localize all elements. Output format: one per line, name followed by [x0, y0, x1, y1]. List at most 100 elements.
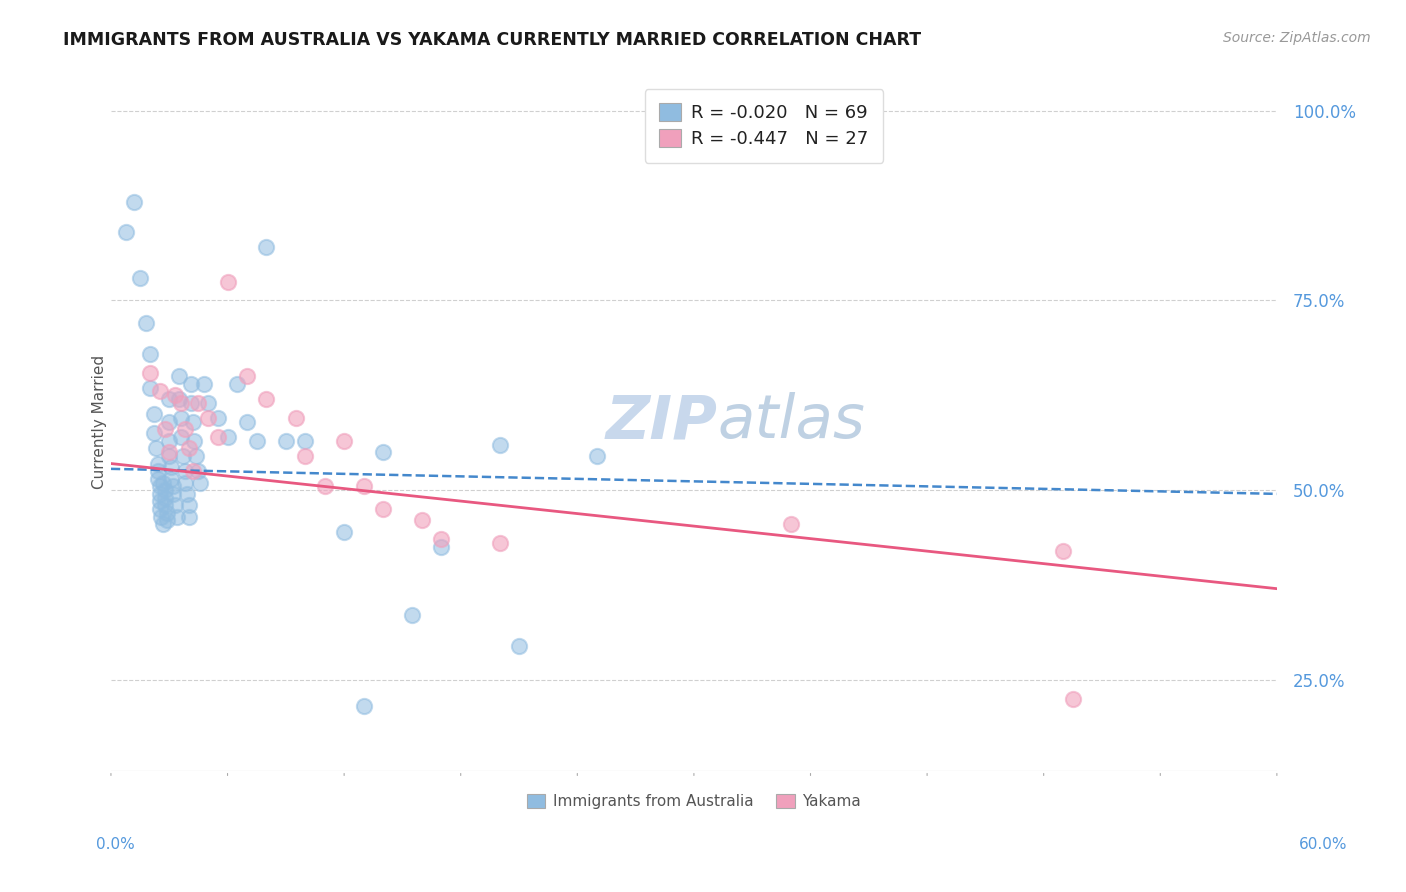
Point — [181, 464, 204, 478]
Point — [183, 434, 205, 448]
Point — [162, 487, 184, 501]
Point — [488, 437, 510, 451]
Point — [207, 411, 229, 425]
Point — [180, 376, 202, 391]
Text: ZIP: ZIP — [606, 392, 717, 451]
Point — [156, 513, 179, 527]
Point — [160, 460, 183, 475]
Point — [155, 498, 177, 512]
Point — [217, 275, 239, 289]
Point — [145, 442, 167, 456]
Point — [181, 415, 204, 429]
Point — [157, 434, 180, 448]
Point — [246, 434, 269, 448]
Point — [180, 396, 202, 410]
Point — [217, 430, 239, 444]
Point — [333, 434, 356, 448]
Point — [148, 494, 170, 508]
Point — [146, 457, 169, 471]
Text: atlas: atlas — [717, 392, 865, 451]
Point — [157, 392, 180, 406]
Point — [155, 483, 177, 497]
Point — [353, 699, 375, 714]
Legend: Immigrants from Australia, Yakama: Immigrants from Australia, Yakama — [520, 788, 868, 815]
Point — [146, 464, 169, 478]
Point — [177, 509, 200, 524]
Point — [274, 434, 297, 448]
Point — [780, 517, 803, 532]
Point — [177, 442, 200, 456]
Point — [148, 487, 170, 501]
Point — [165, 388, 187, 402]
Point — [170, 430, 193, 444]
Point — [226, 376, 249, 391]
Point — [207, 430, 229, 444]
Point — [585, 449, 607, 463]
Point — [156, 506, 179, 520]
Point — [157, 445, 180, 459]
Point — [236, 369, 259, 384]
Point — [188, 475, 211, 490]
Point — [129, 270, 152, 285]
Point — [166, 509, 188, 524]
Point — [152, 475, 174, 490]
Point — [186, 449, 208, 463]
Point — [1052, 543, 1074, 558]
Point — [115, 225, 138, 239]
Point — [401, 608, 423, 623]
Point — [236, 415, 259, 429]
Text: 60.0%: 60.0% — [1299, 838, 1347, 852]
Point — [167, 392, 190, 406]
Point — [150, 509, 173, 524]
Point — [148, 502, 170, 516]
Point — [139, 366, 162, 380]
Point — [488, 536, 510, 550]
Point — [430, 540, 453, 554]
Point — [508, 639, 530, 653]
Point — [157, 415, 180, 429]
Point — [142, 426, 165, 441]
Point — [142, 407, 165, 421]
Point — [135, 316, 157, 330]
Point — [197, 396, 219, 410]
Point — [173, 422, 195, 436]
Point — [152, 517, 174, 532]
Point — [284, 411, 307, 425]
Point — [1062, 691, 1084, 706]
Point — [314, 479, 336, 493]
Text: 0.0%: 0.0% — [96, 838, 135, 852]
Text: IMMIGRANTS FROM AUSTRALIA VS YAKAMA CURRENTLY MARRIED CORRELATION CHART: IMMIGRANTS FROM AUSTRALIA VS YAKAMA CURR… — [63, 31, 921, 49]
Point — [197, 411, 219, 425]
Point — [122, 194, 145, 209]
Point — [167, 369, 190, 384]
Point — [187, 464, 209, 478]
Point — [170, 411, 193, 425]
Point — [139, 346, 162, 360]
Point — [139, 381, 162, 395]
Point — [187, 396, 209, 410]
Point — [294, 434, 316, 448]
Point — [173, 464, 195, 478]
Point — [162, 479, 184, 493]
Point — [254, 392, 277, 406]
Y-axis label: Currently Married: Currently Married — [93, 355, 107, 489]
Point — [165, 498, 187, 512]
Point — [172, 449, 194, 463]
Point — [254, 240, 277, 254]
Point — [176, 487, 198, 501]
Point — [371, 502, 394, 516]
Point — [333, 524, 356, 539]
Point — [430, 533, 453, 547]
Point — [173, 475, 195, 490]
Point — [170, 396, 193, 410]
Point — [371, 445, 394, 459]
Point — [155, 422, 177, 436]
Point — [148, 479, 170, 493]
Point — [193, 376, 215, 391]
Point — [157, 449, 180, 463]
Point — [148, 384, 170, 399]
Point — [411, 513, 433, 527]
Point — [294, 449, 316, 463]
Point — [160, 472, 183, 486]
Point — [177, 498, 200, 512]
